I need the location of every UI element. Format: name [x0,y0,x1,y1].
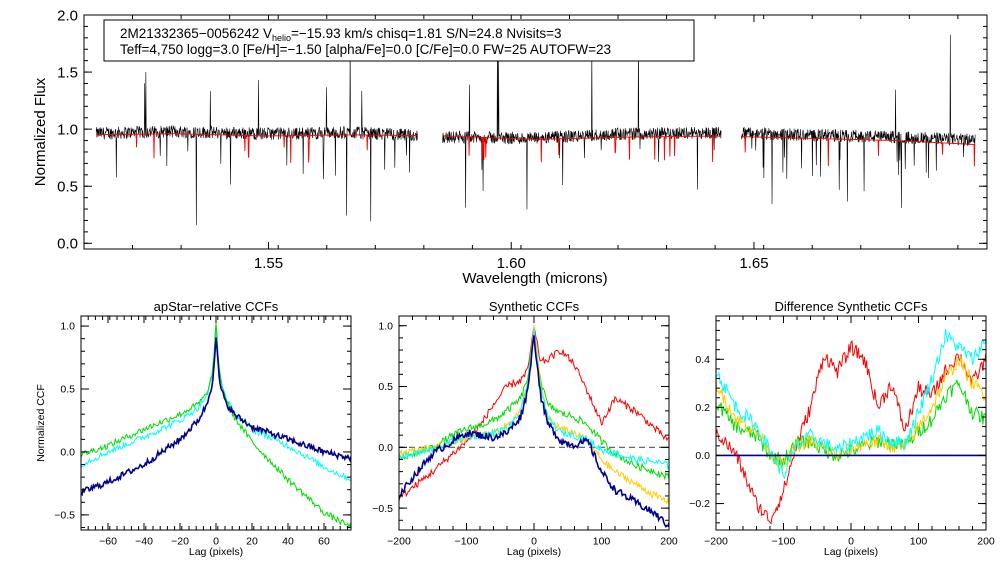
x-tick-label: 1.55 [254,255,283,272]
y-tick-label: 0.0 [60,447,75,459]
difference-ccf-title: Difference Synthetic CCFs [775,299,928,314]
y-tick-label: 1.0 [57,121,78,138]
x-tick-label: −100 [772,536,796,548]
y-tick-label: −0.5 [372,503,393,515]
spectrum-x-label: Wavelength (microns) [462,270,607,287]
legend-line-1: 2M21332365−0056242 Vhelio=−15.93 km/s ch… [120,26,562,43]
x-tick-label: 60 [318,536,330,548]
difference-ccf-ticks: −200 −100 0 100 200 −0.2 0.0 0.2 0.4 [689,316,995,548]
x-tick-label: 200 [977,536,995,548]
observed-spectrum-chip-1 [95,41,419,226]
y-tick-label: 1.0 [60,321,75,333]
spectrum-ticks: 1.55 1.60 1.65 0.0 0.5 1.0 1.5 2.0 [57,7,987,272]
synthetic-ccf-x-label: Lag (pixels) [507,546,561,558]
x-tick-label: −20 [171,536,189,548]
observed-spectrum-chip-2 [441,24,722,210]
ccf-line-red [399,327,669,502]
synthetic-ccf-lines [399,324,669,528]
x-tick-label: −60 [99,536,117,548]
x-tick-label: −200 [704,536,728,548]
y-tick-label: 0.5 [57,178,78,195]
ccf-line-navy [399,335,669,528]
apstar-ccf-ticks: −60 −40 −20 0 20 40 60 −0.5 0.0 0.5 1.0 [54,316,351,548]
x-tick-label: 40 [282,536,294,548]
ccf-series-group [716,328,986,525]
x-tick-label: 1.65 [739,255,768,272]
ccf-line-yellow [716,355,986,471]
spectrum-axes-frame [83,14,988,250]
spectrum-plot-lines [95,24,976,226]
apstar-ccf-lines [81,323,351,529]
y-tick-label: 0.2 [695,402,710,414]
ccf-line-visit-2 [81,323,351,529]
x-tick-label: −100 [455,536,479,548]
y-tick-label: 1.5 [57,64,78,81]
ccf-line-visit-1 [81,329,351,482]
apstar-ccf-x-label: Lag (pixels) [189,546,243,558]
y-tick-label: −0.5 [54,510,75,522]
ccf-line-red [716,339,986,525]
y-tick-label: 0.5 [60,384,75,396]
y-tick-label: 2.0 [57,7,78,24]
spectrum-y-label: Normalized Flux [32,77,49,186]
model-spectrum-chip-1 [96,133,418,163]
ccf-line-cyan [716,328,986,480]
legend-line-1-rest: =−15.93 km/s chisq=1.81 S/N=24.8 Nvisits… [291,26,562,41]
y-tick-label: 1.0 [378,320,393,332]
ccf-series-group [399,324,669,528]
apstar-ccf-title: apStar−relative CCFs [154,299,279,314]
legend-helio-subscript: helio [272,33,291,43]
x-tick-label: 0 [213,536,219,548]
spectrum-legend: 2M21332365−0056242 Vhelio=−15.93 km/s ch… [103,19,695,62]
synthetic-ccf-panel: Synthetic CCFs −200 −100 0 100 200 −0.5 0.0 0.5… [372,299,678,558]
difference-ccf-panel: Difference Synthetic CCFs −200 −100 0 100 20… [689,299,995,558]
x-tick-label: 100 [910,536,928,548]
y-tick-label: 0.0 [695,450,710,462]
x-tick-label: 0 [848,536,854,548]
y-tick-label: 0.0 [378,442,393,454]
apstar-ccf-y-label: Normalized CCF [35,384,47,462]
spectrum-panel: 1.55 1.60 1.65 0.0 0.5 1.0 1.5 2.0 Wavelength (… [32,7,988,287]
legend-line-2: Teff=4,750 logg=3.0 [Fe/H]=−1.50 [alpha/… [120,42,611,57]
synthetic-ccf-title: Synthetic CCFs [489,299,580,314]
x-tick-label: 100 [593,536,611,548]
x-tick-label: 1.60 [497,255,526,272]
observed-spectrum-chip-3 [741,34,976,209]
difference-ccf-lines [716,328,986,525]
model-spectrum-chip-2 [442,135,722,163]
legend-star-id: 2M21332365−0056242 V [120,26,272,41]
synthetic-ccf-ticks: −200 −100 0 100 200 −0.5 0.0 0.5 1.0 [372,316,678,548]
x-tick-label: 0 [531,536,537,548]
ccf-line-yellow [399,324,669,505]
y-tick-label: 0.4 [695,354,710,366]
legend-box [103,19,695,62]
ccf-series-group [81,323,351,529]
synthetic-ccf-axes-frame [398,315,670,531]
x-tick-label: −200 [387,536,411,548]
y-tick-label: −0.2 [689,498,710,510]
x-tick-label: −40 [135,536,153,548]
y-tick-label: 0.0 [57,236,78,253]
model-spectrum-chip-3 [741,136,976,167]
x-tick-label: 200 [660,536,678,548]
ccf-line-visit-3 [81,337,351,497]
apstar-ccf-panel: apStar−relative CCFs −60 −40 −20 0 20 40 60 −0.… [35,299,352,558]
x-tick-label: 20 [246,536,258,548]
y-tick-label: 0.5 [378,381,393,393]
difference-ccf-x-label: Lag (pixels) [824,546,878,558]
